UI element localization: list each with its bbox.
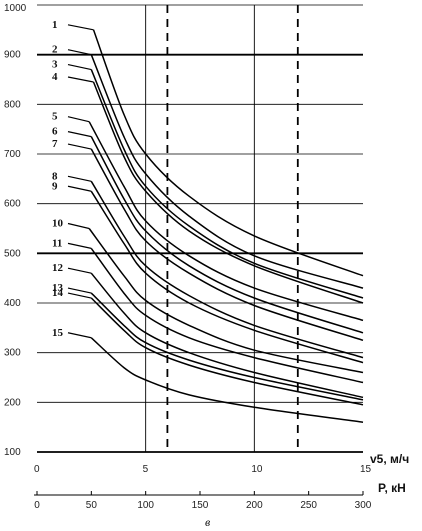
y-tick-label: 300 — [4, 348, 21, 359]
y-tick-label: 400 — [4, 298, 21, 309]
x-bottom-tick-label: 0 — [34, 500, 40, 511]
series-leader-10 — [67, 222, 90, 230]
series-line-4 — [92, 81, 364, 304]
series-leader-5 — [67, 116, 90, 123]
series-leader-15 — [67, 332, 92, 339]
x-bottom-tick-label: 300 — [355, 500, 372, 511]
series-label-12: 12 — [52, 262, 64, 274]
series-label-7: 7 — [52, 138, 58, 150]
sub-caption: в — [205, 515, 210, 529]
x-bottom-tick-label: 100 — [137, 500, 154, 511]
series-leader-1 — [67, 24, 94, 31]
series-label-8: 8 — [52, 170, 58, 182]
series-label-1: 1 — [52, 19, 58, 31]
series-line-15 — [90, 337, 364, 423]
series-label-10: 10 — [52, 218, 64, 230]
series-group — [88, 29, 364, 423]
series-line-6 — [90, 136, 364, 334]
y-tick-label: 1000 — [4, 3, 27, 14]
x-axis-top-label: v5, м/ч — [370, 452, 409, 466]
series-line-3 — [90, 69, 364, 299]
x-bottom-tick-label: 200 — [246, 500, 263, 511]
series-label-15: 15 — [52, 327, 64, 339]
series-leader-13 — [67, 287, 92, 294]
series-line-2 — [90, 54, 364, 289]
series-line-5 — [88, 121, 364, 322]
series-leader-2 — [67, 49, 92, 56]
x-bottom-tick-label: 150 — [192, 500, 209, 511]
x-bottom-tick-label: 50 — [86, 500, 98, 511]
series-label-5: 5 — [52, 111, 58, 123]
series-line-7 — [90, 148, 364, 342]
x-top-tick-label: 0 — [34, 464, 40, 475]
series-label-6: 6 — [52, 126, 58, 138]
series-leader-6 — [67, 131, 92, 138]
x-bottom-tick-label: 250 — [300, 500, 317, 511]
series-line-13 — [90, 292, 364, 401]
series-leader-14 — [67, 292, 92, 299]
series-leader-7 — [67, 143, 92, 150]
x-top-tick-label: 10 — [251, 464, 263, 475]
x-top-tick-label: 5 — [143, 464, 149, 475]
series-leader-3 — [67, 63, 92, 71]
series-label-4: 4 — [52, 71, 58, 83]
series-leader-4 — [67, 76, 94, 83]
grid — [37, 4, 363, 453]
series-label-2: 2 — [52, 44, 58, 56]
x-top-tick-label: 15 — [360, 464, 372, 475]
x-axis-bottom-label: P, кН — [378, 481, 406, 495]
y-tick-label: 800 — [4, 99, 21, 110]
series-line-9 — [90, 190, 364, 364]
y-tick-label: 600 — [4, 199, 21, 210]
series-line-8 — [90, 180, 364, 359]
y-tick-label: 900 — [4, 50, 21, 61]
series-line-10 — [88, 228, 364, 374]
series-label-11: 11 — [52, 237, 62, 249]
series-label-3: 3 — [52, 59, 58, 71]
y-tick-label: 700 — [4, 149, 21, 160]
series-leader-8 — [67, 175, 92, 182]
y-tick-label: 500 — [4, 248, 21, 259]
y-tick-label: 200 — [4, 397, 21, 408]
series-label-14: 14 — [52, 287, 64, 299]
series-line-12 — [90, 272, 364, 399]
series-label-13: 13 — [52, 282, 64, 294]
y-tick-label: 100 — [4, 447, 21, 458]
series-leader-12 — [67, 267, 92, 274]
series-label-9: 9 — [52, 180, 58, 192]
series-line-14 — [90, 297, 364, 406]
series-leader-9 — [67, 185, 92, 192]
series-line-1 — [92, 29, 364, 277]
series-leader-11 — [67, 242, 92, 249]
series-line-11 — [90, 247, 364, 384]
